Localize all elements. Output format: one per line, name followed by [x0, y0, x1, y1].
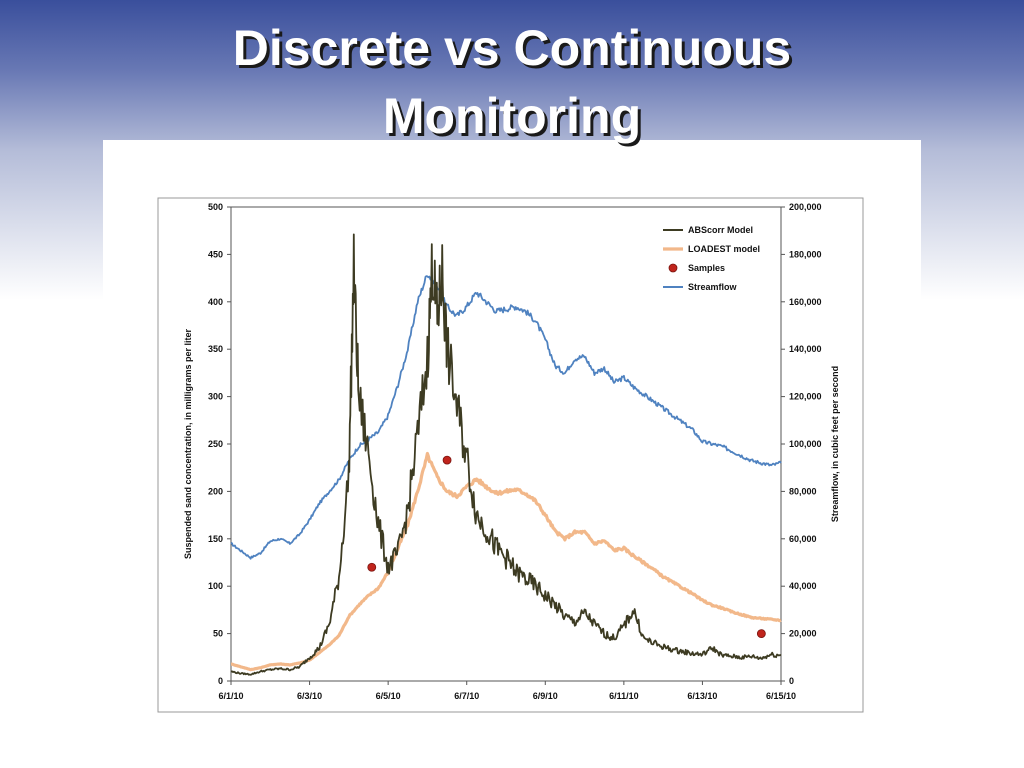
x-tick-label: 6/9/10: [533, 691, 558, 701]
y-right-tick-label: 60,000: [789, 534, 817, 544]
plot-area: [230, 206, 782, 682]
sample-point: [367, 562, 377, 572]
series-line-abscorr-model: [230, 233, 782, 676]
axes: 0 50 100 150 200 250 300 350 400 450 500 0 20,000 40,…: [208, 202, 822, 701]
x-tick-label: 6/1/10: [218, 691, 243, 701]
chart-panel: 0 50 100 150 200 250 300 350 400 450 500 0 20,000 40,…: [103, 140, 921, 768]
x-tick-label: 6/7/10: [454, 691, 479, 701]
y-left-tick-label: 300: [208, 392, 223, 402]
y-right-tick-label: 0: [789, 676, 794, 686]
series-line-streamflow: [230, 275, 782, 560]
y-right-axis-title: Streamflow, in cubic feet per second: [830, 366, 840, 522]
slide-title-line-2: Monitoring: [382, 88, 642, 144]
legend-label-samples: Samples: [688, 263, 725, 273]
series-group: [230, 233, 782, 676]
y-right-tick-label: 40,000: [789, 581, 817, 591]
legend-label-streamflow: Streamflow: [688, 282, 738, 292]
slide-title-line-1: Discrete vs Continuous: [232, 20, 792, 76]
x-tick-label: 6/3/10: [297, 691, 322, 701]
legend-marker-samples: [668, 263, 678, 273]
y-left-tick-label: 350: [208, 344, 223, 354]
y-right-tick-label: 160,000: [789, 297, 822, 307]
series-line-loadest-model: [230, 451, 782, 672]
y-left-tick-label: 50: [213, 629, 223, 639]
x-tick-label: 6/13/10: [687, 691, 717, 701]
y-left-tick-label: 250: [208, 439, 223, 449]
y-right-tick-label: 80,000: [789, 486, 817, 496]
y-right-tick-label: 120,000: [789, 392, 822, 402]
samples-group: [367, 455, 766, 639]
legend-label-loadest-model: LOADEST model: [688, 244, 760, 254]
legend: ABScorr Model LOADEST model Samples Streamf…: [663, 225, 760, 292]
slide-title: Discrete vs Continuous Monitoring: [0, 14, 1024, 150]
legend-label-abscorr-model: ABScorr Model: [688, 225, 753, 235]
y-right-tick-label: 180,000: [789, 249, 822, 259]
y-left-tick-label: 100: [208, 581, 223, 591]
y-left-tick-label: 150: [208, 534, 223, 544]
y-left-tick-label: 0: [218, 676, 223, 686]
x-tick-label: 6/11/10: [609, 691, 639, 701]
x-tick-label: 6/15/10: [766, 691, 796, 701]
y-left-tick-label: 500: [208, 202, 223, 212]
y-left-axis-title: Suspended sand concentration, in milligr…: [183, 328, 193, 559]
y-right-tick-label: 140,000: [789, 344, 822, 354]
y-right-tick-label: 100,000: [789, 439, 822, 449]
y-right-tick-label: 20,000: [789, 629, 817, 639]
sample-point: [442, 455, 452, 465]
y-left-tick-label: 200: [208, 486, 223, 496]
y-left-tick-label: 400: [208, 297, 223, 307]
y-right-tick-label: 200,000: [789, 202, 822, 212]
y-left-tick-label: 450: [208, 249, 223, 259]
chart: 0 50 100 150 200 250 300 350 400 450 500 0 20,000 40,…: [157, 197, 864, 713]
sample-point: [756, 629, 766, 639]
x-tick-label: 6/5/10: [376, 691, 401, 701]
